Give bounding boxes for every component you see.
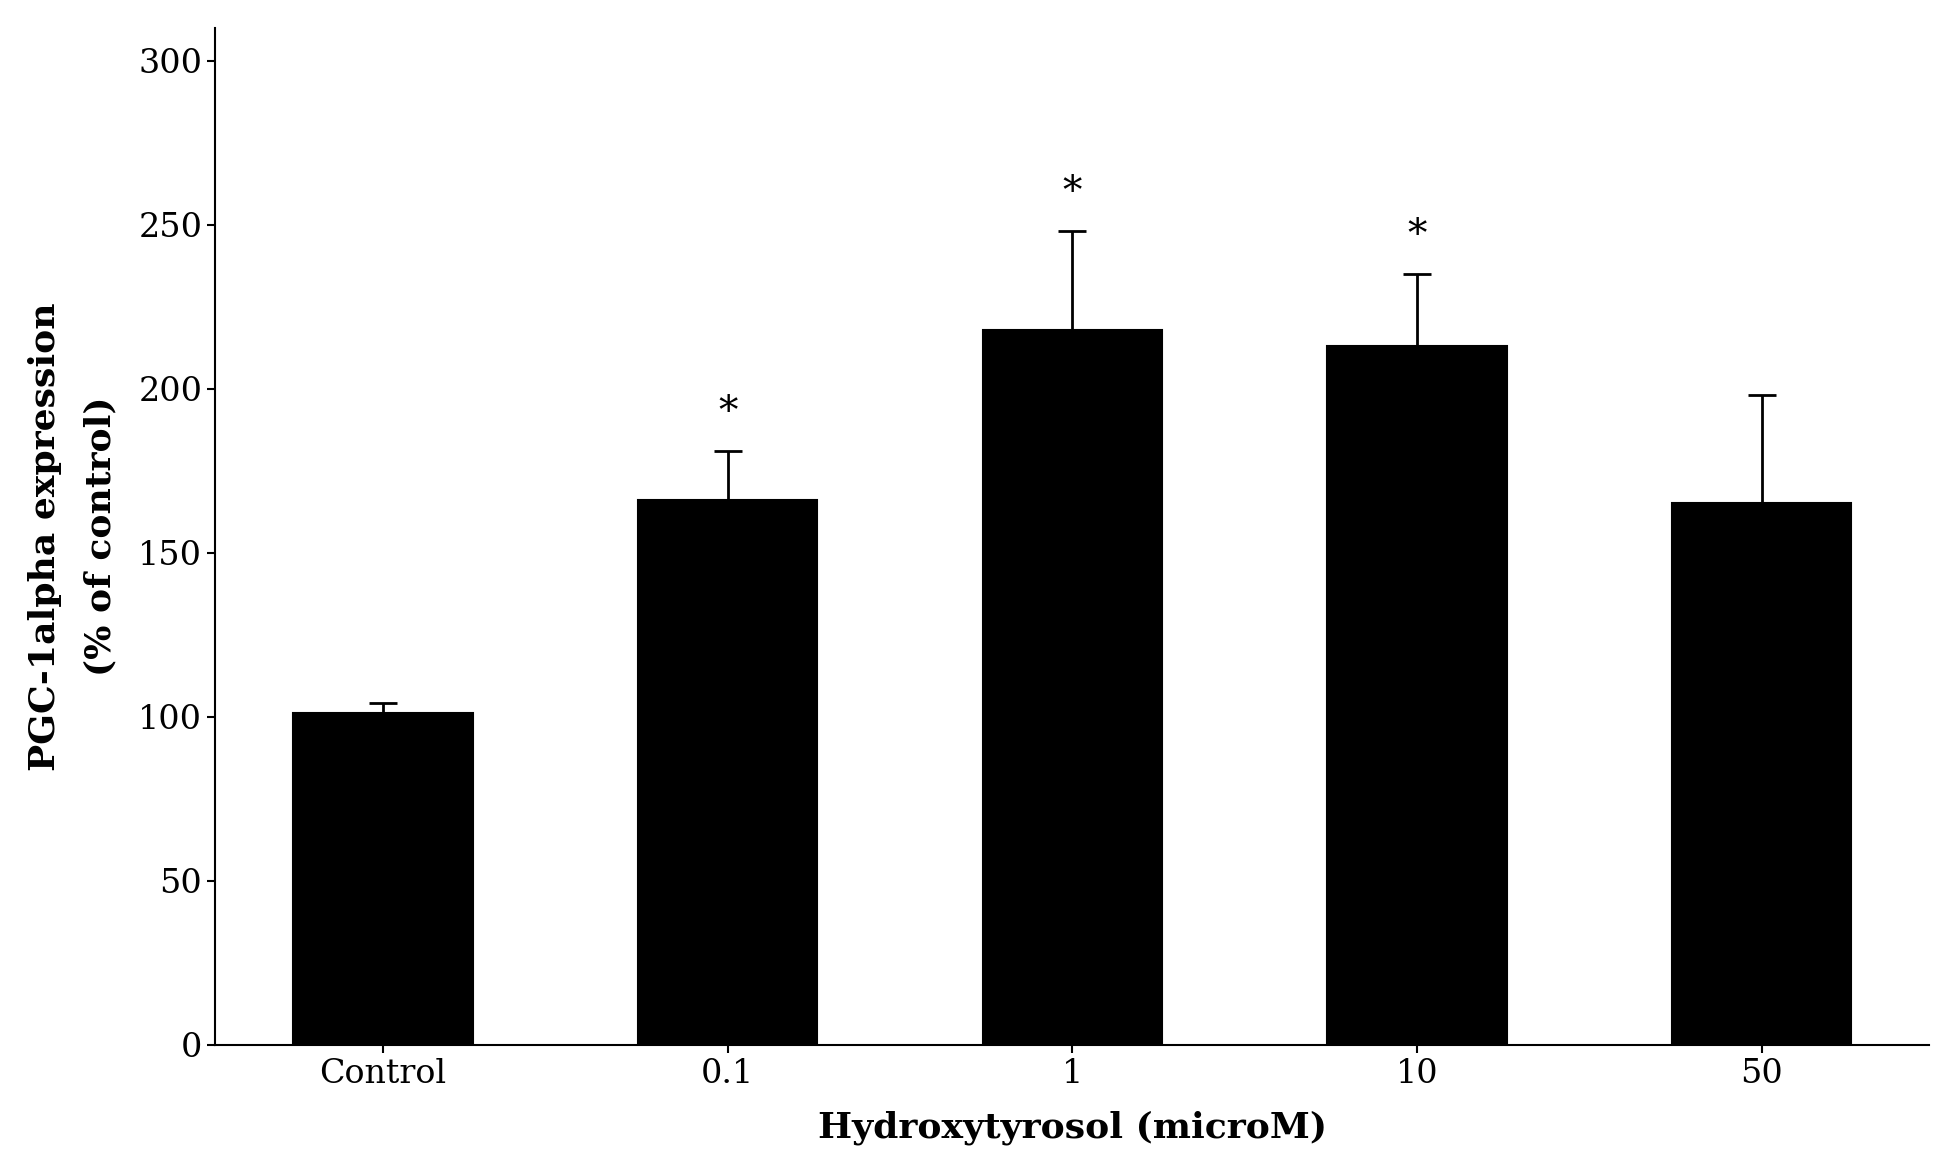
Text: *: * [718, 394, 738, 432]
Bar [982, 330, 1162, 1045]
Bar [1327, 346, 1507, 1045]
Bar [294, 713, 472, 1045]
X-axis label: Hydroxytyrosol (microM): Hydroxytyrosol (microM) [818, 1111, 1327, 1145]
Bar [638, 500, 818, 1045]
Text: *: * [1063, 175, 1082, 211]
Y-axis label: PGC-1alpha expression
(% of control): PGC-1alpha expression (% of control) [27, 301, 117, 771]
Bar [1671, 503, 1851, 1045]
Text: *: * [1407, 217, 1427, 255]
